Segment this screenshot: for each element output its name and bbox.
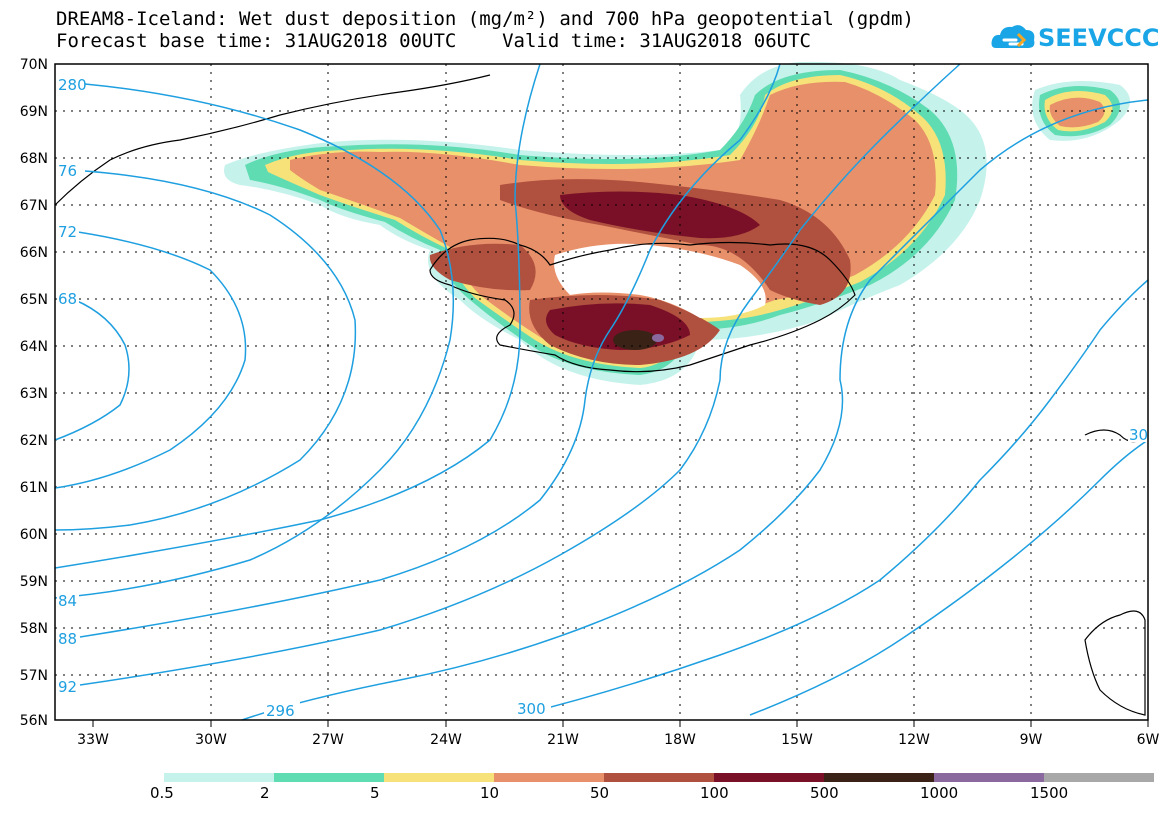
svg-text:66N: 66N <box>20 245 48 261</box>
colorbar-swatch <box>1044 773 1154 782</box>
svg-text:68: 68 <box>58 290 77 308</box>
colorbar-swatch <box>824 773 934 782</box>
colorbar-swatch <box>714 773 824 782</box>
coastlines <box>54 74 1146 716</box>
dust-deposition-field <box>224 61 1130 386</box>
logo: SEEVCCC <box>990 18 1160 58</box>
dust-level-1000 <box>652 334 664 342</box>
svg-text:280: 280 <box>58 76 87 94</box>
colorbar-swatch <box>274 773 384 782</box>
greenland-coast <box>54 74 491 206</box>
colorbar-label: 10 <box>480 784 500 802</box>
latitude-labels: 70N 69N 68N 67N 66N 65N 64N 63N 62N 61N … <box>20 57 48 729</box>
colorbar-label: 0.5 <box>150 784 174 802</box>
svg-text:296: 296 <box>266 702 295 720</box>
svg-text:57N: 57N <box>20 668 48 684</box>
svg-text:63N: 63N <box>20 386 48 402</box>
scotland-coast <box>1084 610 1146 716</box>
svg-text:69N: 69N <box>20 104 48 120</box>
colorbar-label: 100 <box>700 784 729 802</box>
colorbar-label: 5 <box>370 784 380 802</box>
colorbar-swatch <box>934 773 1044 782</box>
svg-text:68N: 68N <box>20 151 48 167</box>
svg-text:65N: 65N <box>20 292 48 308</box>
colorbar-swatch <box>384 773 494 782</box>
svg-text:33W: 33W <box>77 732 109 748</box>
svg-text:56N: 56N <box>20 713 48 729</box>
dust-level-50-west <box>429 243 536 291</box>
logo-text: SEEVCCC <box>1038 24 1160 52</box>
longitude-labels: 33W 30W 27W 24W 21W 18W 15W 12W 9W 6W <box>77 732 1159 748</box>
svg-text:9W: 9W <box>1020 732 1043 748</box>
svg-text:60N: 60N <box>20 527 48 543</box>
svg-text:30W: 30W <box>195 732 227 748</box>
cloud-icon <box>991 25 1035 48</box>
svg-text:300: 300 <box>517 700 546 718</box>
colorbar-label: 2 <box>260 784 270 802</box>
iceland-coast <box>429 237 856 373</box>
svg-text:18W: 18W <box>664 732 696 748</box>
svg-text:6W: 6W <box>1137 732 1160 748</box>
map-title: DREAM8-Iceland: Wet dust deposition (mg/… <box>56 8 914 30</box>
svg-text:24W: 24W <box>430 732 462 748</box>
geopotential-contours <box>54 63 1149 721</box>
svg-text:12W: 12W <box>898 732 930 748</box>
svg-text:27W: 27W <box>312 732 344 748</box>
contour-labels: 280 76 72 68 84 88 92 296 300 30 <box>57 76 1148 720</box>
map-frame <box>54 63 1149 721</box>
svg-text:15W: 15W <box>781 732 813 748</box>
colorbar-label: 1500 <box>1030 784 1069 802</box>
svg-text:21W: 21W <box>547 732 579 748</box>
svg-text:72: 72 <box>58 223 77 241</box>
colorbar-swatch <box>494 773 604 782</box>
dust-level-500 <box>613 330 657 350</box>
svg-text:84: 84 <box>58 592 77 610</box>
dust-level-100-north <box>560 191 760 239</box>
graticule <box>55 64 1148 720</box>
svg-text:58N: 58N <box>20 621 48 637</box>
axis-ticks <box>92 720 1149 727</box>
svg-text:92: 92 <box>58 678 77 696</box>
colorbar-label: 1000 <box>920 784 959 802</box>
map-subtitle: Forecast base time: 31AUG2018 00UTC Vali… <box>56 30 811 52</box>
svg-text:62N: 62N <box>20 433 48 449</box>
svg-text:64N: 64N <box>20 339 48 355</box>
svg-text:30: 30 <box>1129 426 1148 444</box>
svg-text:59N: 59N <box>20 574 48 590</box>
colorbar-swatch <box>604 773 714 782</box>
svg-text:88: 88 <box>58 630 77 648</box>
svg-text:61N: 61N <box>20 480 48 496</box>
svg-text:67N: 67N <box>20 198 48 214</box>
colorbar-swatch <box>164 773 274 782</box>
colorbar-label: 500 <box>810 784 839 802</box>
colorbar <box>164 773 1154 782</box>
svg-text:76: 76 <box>58 162 77 180</box>
svg-text:70N: 70N <box>20 57 48 73</box>
colorbar-label: 50 <box>590 784 610 802</box>
